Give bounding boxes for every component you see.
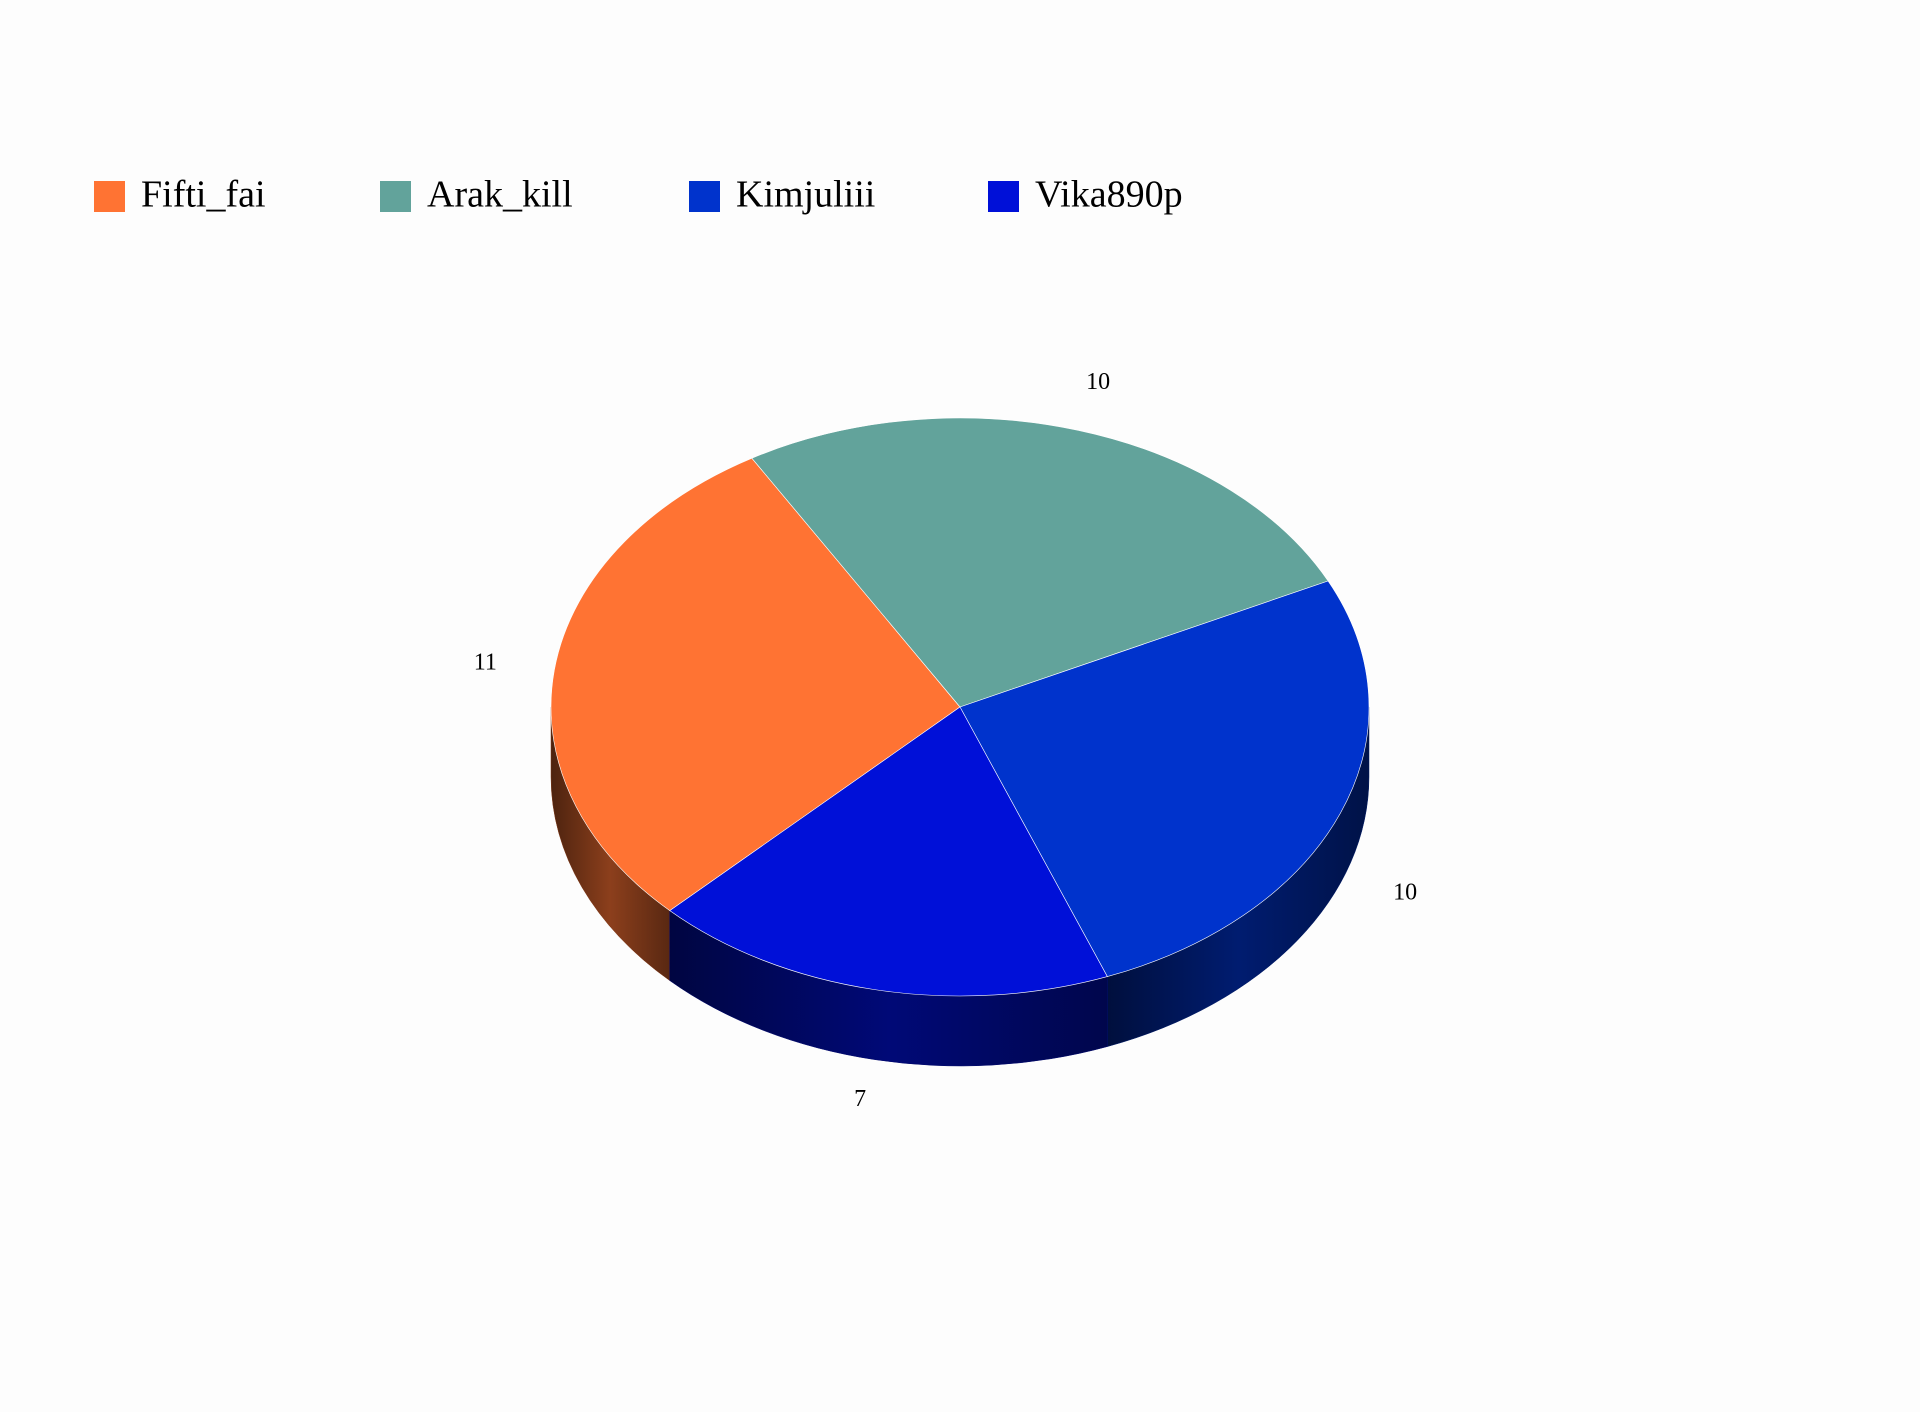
- value-label: 7: [854, 1086, 866, 1112]
- legend: Fifti_fai Arak_kill Kimjuliii Vika890p: [94, 174, 1183, 216]
- value-labels: 11 10 10 7: [474, 369, 1417, 1112]
- slice: [669, 706, 1108, 997]
- slice: [550, 457, 961, 912]
- value-label: 10: [1393, 880, 1417, 906]
- legend-label: Arak_kill: [427, 174, 573, 216]
- legend-label: Vika890p: [1035, 174, 1183, 216]
- legend-swatch: [689, 181, 720, 212]
- legend-label: Fifti_fai: [141, 174, 266, 216]
- value-label: 11: [474, 650, 497, 676]
- legend-swatch: [380, 181, 411, 212]
- pie-sides: [550, 706, 1370, 1067]
- value-label: 10: [1086, 369, 1110, 395]
- legend-label: Kimjuliii: [736, 174, 875, 216]
- legend-swatch: [988, 181, 1019, 212]
- pie-tops: [550, 417, 1370, 997]
- slice: [959, 580, 1370, 977]
- slice: [751, 417, 1329, 708]
- legend-swatch: [94, 181, 125, 212]
